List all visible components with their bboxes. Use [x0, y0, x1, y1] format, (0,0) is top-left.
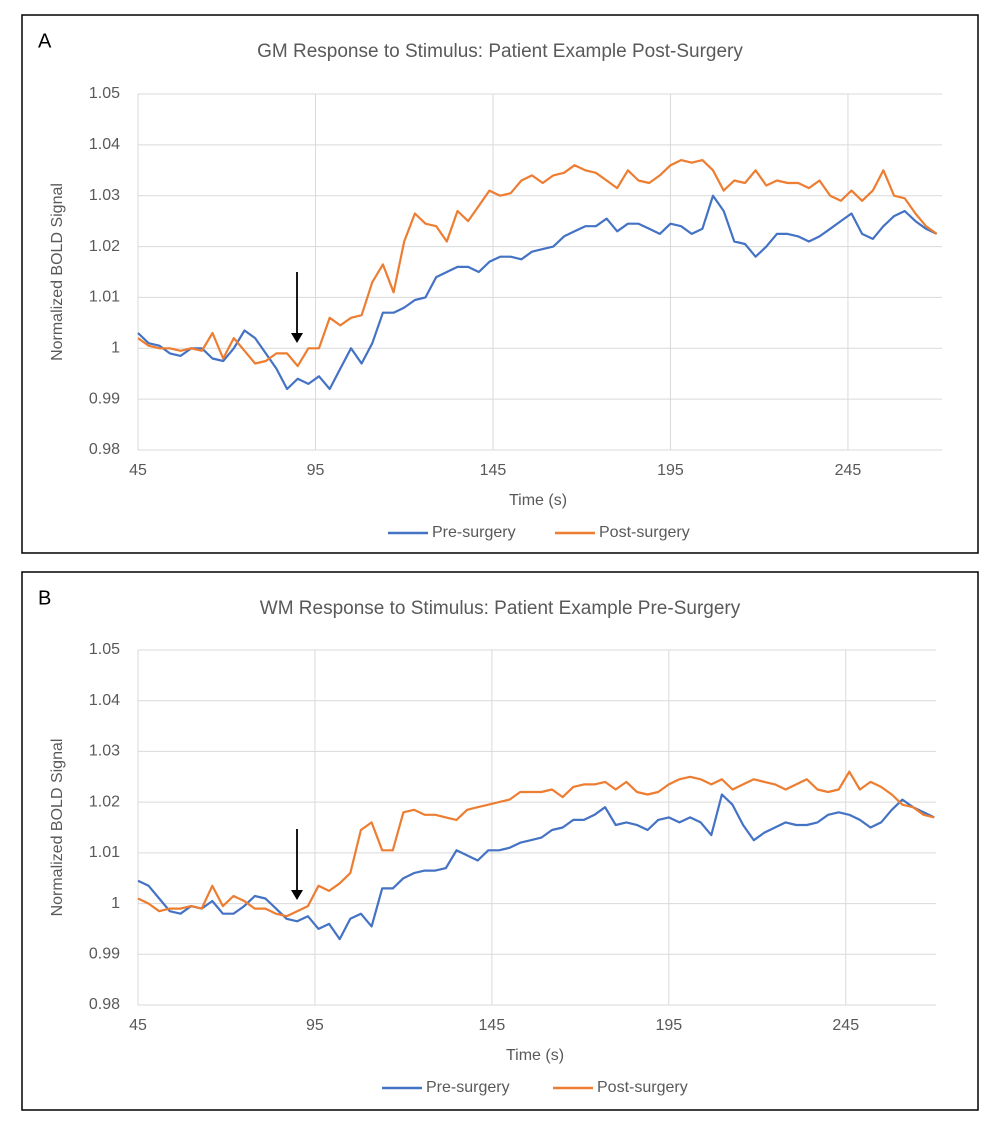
y-tick-label: 1.02 [89, 793, 120, 810]
y-tick-label: 0.99 [89, 390, 120, 407]
x-tick-label: 45 [129, 462, 147, 479]
x-tick-label: 145 [479, 1017, 506, 1034]
y-tick-label: 1.01 [89, 844, 120, 861]
x-tick-label: 195 [655, 1017, 682, 1034]
data-line [137, 793, 935, 941]
x-tick-label: 245 [835, 462, 862, 479]
panel-label: A [38, 30, 52, 52]
x-tick-label: 195 [657, 462, 684, 479]
y-axis-label: Normalized BOLD Signal [49, 183, 66, 361]
y-tick-label: 0.98 [89, 441, 120, 458]
y-tick-label: 1.03 [89, 187, 120, 204]
stimulus-arrowhead [291, 333, 303, 343]
y-tick-label: 1.01 [89, 289, 120, 306]
y-tick-label: 0.99 [89, 946, 120, 963]
y-tick-label: 1.05 [89, 641, 120, 658]
legend-label: Post-surgery [599, 524, 690, 541]
x-axis-label: Time (s) [506, 1047, 564, 1064]
panel-frame [21, 571, 979, 1111]
x-tick-label: 145 [480, 462, 507, 479]
x-tick-label: 95 [306, 1017, 324, 1034]
chart-title: GM Response to Stimulus: Patient Example… [257, 41, 743, 62]
x-tick-label: 95 [307, 462, 325, 479]
y-tick-label: 1.05 [89, 85, 120, 102]
y-tick-label: 1 [111, 340, 120, 357]
legend-label: Pre-surgery [432, 524, 516, 541]
x-axis-label: Time (s) [509, 492, 567, 509]
x-tick-label: 45 [129, 1017, 147, 1034]
chart-title: WM Response to Stimulus: Patient Example… [260, 598, 741, 619]
legend-label: Pre-surgery [426, 1079, 510, 1096]
y-tick-label: 1.04 [89, 136, 120, 153]
stimulus-arrowhead [291, 890, 303, 900]
y-tick-label: 1 [111, 895, 120, 912]
y-axis-label: Normalized BOLD Signal [49, 739, 66, 917]
y-tick-label: 1.03 [89, 743, 120, 760]
panel-frame [21, 14, 979, 554]
data-line [137, 770, 935, 918]
y-tick-label: 1.02 [89, 238, 120, 255]
panel-label: B [38, 587, 51, 609]
data-line [137, 194, 938, 391]
legend-label: Post-surgery [597, 1079, 688, 1096]
y-tick-label: 0.98 [89, 996, 120, 1013]
x-tick-label: 245 [832, 1017, 859, 1034]
data-line [137, 159, 938, 368]
y-tick-label: 1.04 [89, 692, 120, 709]
